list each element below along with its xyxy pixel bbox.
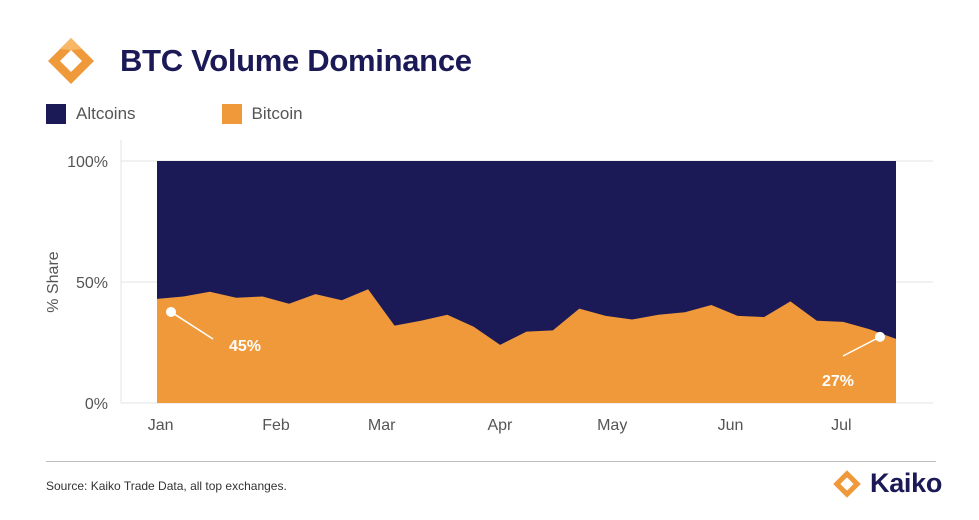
legend-label-altcoins: Altcoins	[76, 104, 136, 123]
chart-title: BTC Volume Dominance	[120, 43, 472, 78]
legend-swatch-altcoins	[46, 104, 66, 124]
annotation-dot	[875, 331, 885, 342]
annotation-label-start: 45%	[229, 338, 261, 355]
x-tick-label: Feb	[262, 417, 290, 434]
legend: Altcoins Bitcoin	[46, 104, 389, 124]
legend-item-bitcoin: Bitcoin	[221, 104, 303, 124]
y-tick-label: 0%	[85, 396, 108, 413]
kaiko-logo-icon	[48, 38, 94, 84]
area-chart: 0% 50% 100% Jan Feb Mar Apr May Jun Jul % Share 45%…	[45, 140, 933, 434]
brand-name: Kaiko	[870, 468, 943, 498]
annotation-dot	[166, 306, 176, 317]
brand-mark: Kaiko	[832, 468, 942, 499]
annotation-leader	[842, 336, 881, 357]
y-tick-label: 50%	[76, 275, 108, 292]
x-tick-label: May	[597, 417, 627, 434]
annotation-label-end: 27%	[822, 373, 854, 390]
x-tick-label: Jul	[831, 417, 851, 434]
x-tick-label: Jan	[148, 417, 174, 434]
y-tick-label: 100%	[67, 154, 108, 171]
bitcoin-area	[157, 289, 896, 403]
x-tick-label: Mar	[368, 417, 396, 434]
x-tick-label: Jun	[718, 417, 744, 434]
legend-item-altcoins: Altcoins	[46, 104, 136, 124]
footer-divider	[46, 461, 936, 462]
y-axis-label: % Share	[45, 251, 62, 312]
x-tick-label: Apr	[487, 417, 513, 434]
legend-label-bitcoin: Bitcoin	[251, 104, 303, 123]
annotation-leader	[170, 311, 214, 340]
source-note: Source: Kaiko Trade Data, all top exchan…	[46, 479, 287, 493]
kaiko-brand-icon	[833, 469, 861, 498]
chart-header: BTC Volume Dominance	[46, 36, 472, 86]
legend-swatch-bitcoin	[221, 104, 242, 124]
